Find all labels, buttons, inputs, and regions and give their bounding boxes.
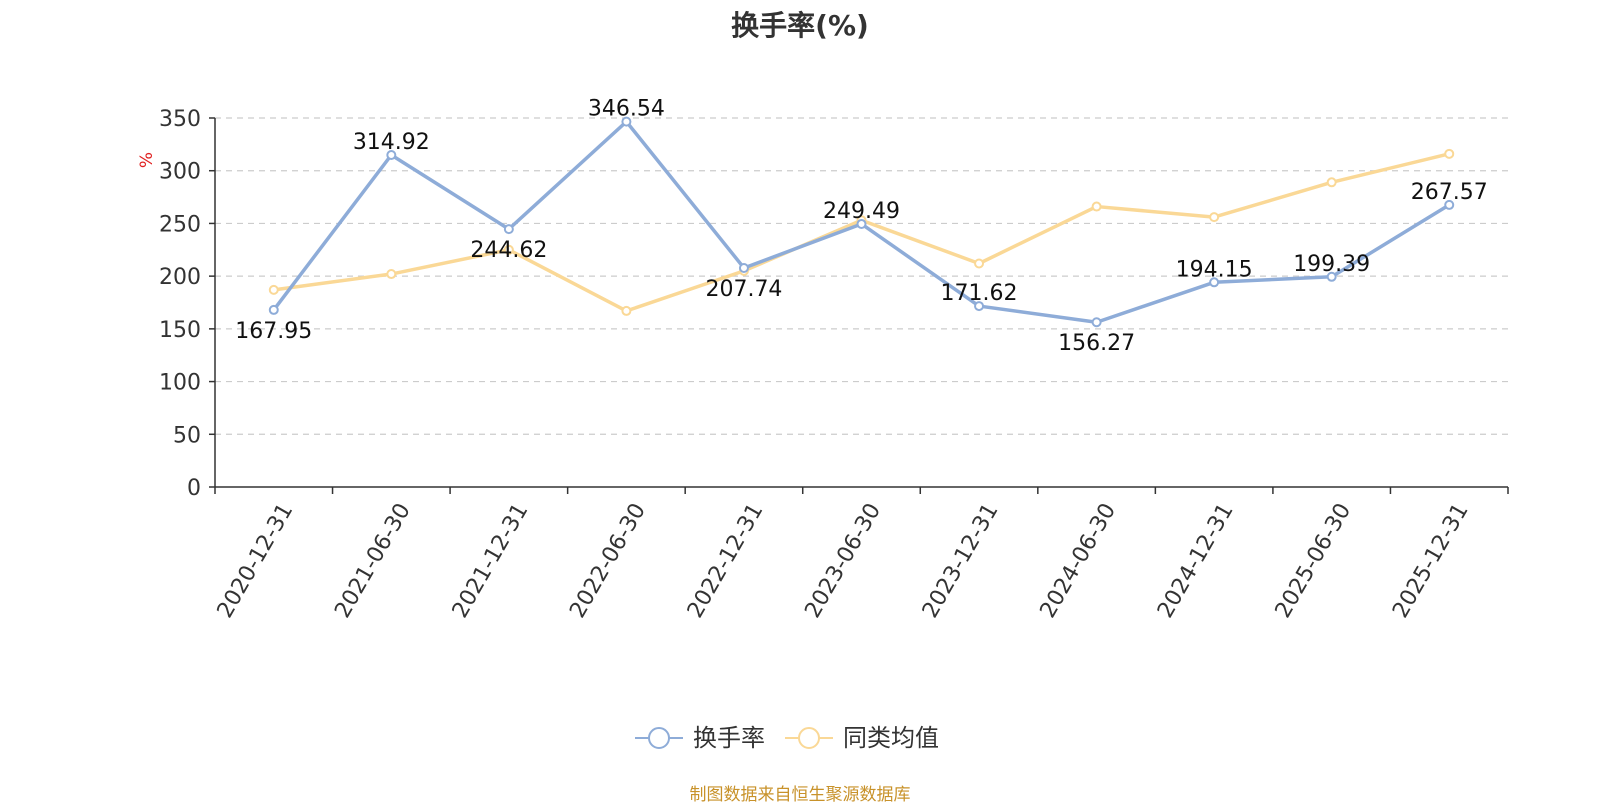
y-tick-label: 300 — [159, 160, 201, 185]
legend-label: 换手率 — [693, 724, 765, 752]
series-line-1 — [273, 152, 1450, 313]
y-tick-label: 100 — [159, 371, 201, 396]
x-tick-label: 2022-06-30 — [565, 499, 651, 622]
data-point — [1209, 212, 1220, 223]
data-point — [738, 262, 749, 273]
x-tick-label: 2021-06-30 — [330, 499, 416, 622]
data-point — [503, 224, 514, 235]
data-label: 207.74 — [705, 277, 782, 302]
x-tick-label: 2021-12-31 — [448, 499, 534, 622]
data-point — [1444, 199, 1455, 210]
data-point — [1091, 201, 1102, 212]
x-tick-label: 2020-12-31 — [213, 499, 299, 622]
data-point — [621, 116, 632, 127]
data-label: 244.62 — [470, 238, 547, 263]
data-label: 346.54 — [588, 97, 665, 122]
axes: % — [137, 118, 1508, 488]
x-tick-label: 2024-12-31 — [1153, 499, 1239, 622]
data-label: 267.57 — [1411, 180, 1488, 205]
x-tick-label: 2022-12-31 — [683, 499, 769, 622]
legend-label: 同类均值 — [843, 724, 939, 752]
legend-item-0[interactable]: 换手率 — [635, 724, 765, 752]
y-tick-label: 350 — [159, 107, 201, 132]
x-tick-label: 2023-06-30 — [800, 499, 886, 622]
data-point — [1209, 277, 1220, 288]
data-point — [1091, 317, 1102, 328]
x-tick-label: 2025-06-30 — [1271, 499, 1357, 622]
y-axis-title: % — [137, 152, 157, 168]
data-label: 314.92 — [353, 130, 430, 155]
y-tick-label: 50 — [173, 423, 201, 448]
data-point — [268, 284, 279, 295]
data-point — [1326, 177, 1337, 188]
x-tick-label: 2025-12-31 — [1388, 499, 1474, 622]
data-point — [503, 244, 514, 255]
x-tick-label: 2023-12-31 — [918, 499, 1004, 622]
data-label: 167.95 — [235, 319, 312, 344]
x-tick-labels: 2020-12-31 2021-06-30 2021-12-31 2022-06-30… — [213, 487, 1509, 622]
data-point — [268, 304, 279, 315]
legend-marker — [798, 727, 820, 749]
data-point — [1444, 148, 1455, 159]
data-label: 199.39 — [1293, 252, 1370, 277]
y-tick-labels: 0 50 100 150 200 250 300 350 — [159, 107, 215, 501]
y-tick-label: 200 — [159, 265, 201, 290]
data-label: 249.49 — [823, 199, 900, 224]
source-note: 制图数据来自恒生聚源数据库 — [689, 785, 911, 805]
data-labels: 167.95 314.92 244.62 346.54 207.74 249.49 171.… — [235, 97, 1487, 357]
legend-marker — [648, 727, 670, 749]
data-point — [621, 305, 632, 316]
data-point — [1326, 271, 1337, 282]
data-point — [386, 269, 397, 280]
legend[interactable]: 换手率 同类均值 — [635, 724, 939, 752]
data-label: 171.62 — [941, 281, 1018, 306]
data-point — [386, 149, 397, 160]
chart-title: 换手率(%) — [731, 9, 869, 42]
y-tick-label: 150 — [159, 318, 201, 343]
data-label: 194.15 — [1176, 257, 1253, 282]
legend-item-1[interactable]: 同类均值 — [785, 724, 939, 752]
x-tick-label: 2024-06-30 — [1036, 499, 1122, 622]
data-label: 156.27 — [1058, 331, 1135, 356]
series-group — [268, 116, 1455, 328]
data-point — [974, 258, 985, 269]
data-point — [974, 301, 985, 312]
y-tick-label: 0 — [187, 476, 201, 501]
data-point — [856, 218, 867, 229]
y-tick-label: 250 — [159, 212, 201, 237]
